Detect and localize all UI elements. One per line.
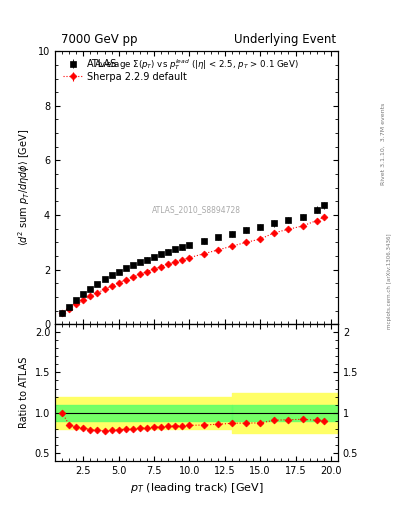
Text: ATLAS_2010_S8894728: ATLAS_2010_S8894728 (152, 205, 241, 214)
Text: mcplots.cern.ch [arXiv:1306.3436]: mcplots.cern.ch [arXiv:1306.3436] (387, 234, 391, 329)
Y-axis label: $\langle d^2$ sum $p_T/d\eta d\phi\rangle$ [GeV]: $\langle d^2$ sum $p_T/d\eta d\phi\rangl… (17, 129, 32, 246)
Text: 7000 GeV pp: 7000 GeV pp (61, 33, 138, 46)
Legend: ATLAS, Sherpa 2.2.9 default: ATLAS, Sherpa 2.2.9 default (59, 55, 191, 86)
X-axis label: $p_T$ (leading track) [GeV]: $p_T$ (leading track) [GeV] (130, 481, 263, 495)
Text: Rivet 3.1.10,  3.7M events: Rivet 3.1.10, 3.7M events (381, 102, 386, 184)
Text: Underlying Event: Underlying Event (234, 33, 336, 46)
Y-axis label: Ratio to ATLAS: Ratio to ATLAS (19, 357, 29, 428)
Text: Average $\Sigma(p_T)$ vs $p_T^{lead}$ ($|\eta|$ < 2.5, $p_T$ > 0.1 GeV): Average $\Sigma(p_T)$ vs $p_T^{lead}$ ($… (94, 57, 299, 72)
